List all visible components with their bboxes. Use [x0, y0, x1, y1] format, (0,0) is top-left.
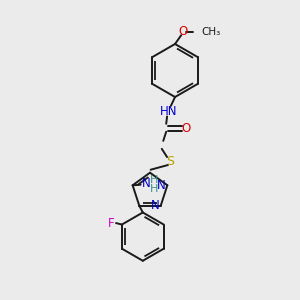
Text: S: S — [166, 155, 174, 168]
Text: CH₃: CH₃ — [202, 27, 221, 37]
Text: N: N — [142, 177, 150, 190]
Text: F: F — [107, 217, 114, 230]
Text: HN: HN — [160, 105, 177, 118]
Text: N: N — [151, 199, 159, 212]
Text: O: O — [178, 25, 188, 38]
Text: H: H — [150, 175, 158, 185]
Text: O: O — [181, 122, 190, 135]
Text: H: H — [150, 184, 158, 194]
Text: N: N — [157, 179, 166, 192]
